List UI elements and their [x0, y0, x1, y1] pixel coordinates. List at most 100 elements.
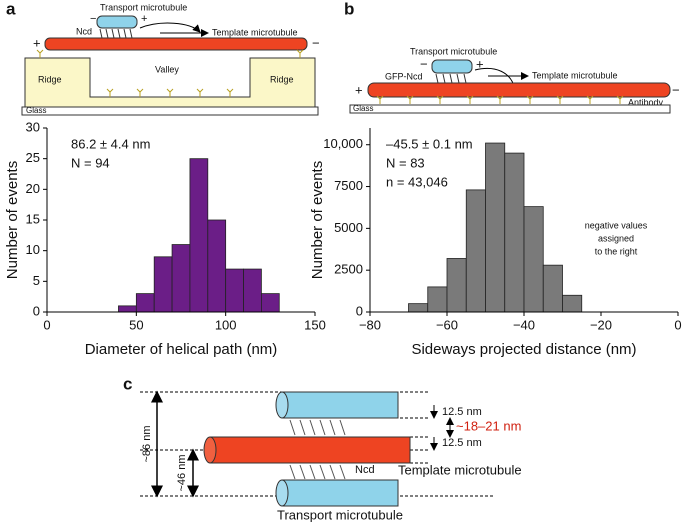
annotation: n = 43,046	[386, 174, 448, 189]
x-tick-label: −40	[513, 317, 535, 332]
bar	[243, 268, 262, 313]
label: ~86 nm	[141, 426, 153, 463]
bar	[260, 293, 280, 313]
annotation: N = 83	[386, 155, 425, 170]
x-axis-label: Sideways projected distance (nm)	[411, 341, 636, 358]
y-tick-label: 5	[33, 273, 40, 288]
label: Ridge	[38, 74, 62, 84]
ncd	[289, 419, 346, 480]
panel-label: b	[344, 0, 354, 18]
x-tick-label: 50	[129, 317, 143, 332]
x-tick-label: −60	[436, 317, 458, 332]
label: Transport microtubule	[410, 46, 497, 56]
label: Antibody	[628, 97, 664, 107]
ncd	[99, 28, 133, 39]
bar	[225, 268, 244, 313]
transport-microtubule	[281, 391, 399, 419]
label: Valley	[155, 64, 179, 74]
sign: +	[355, 82, 363, 97]
bar	[135, 293, 155, 313]
ncd	[435, 73, 467, 84]
label: ~18–21 nm	[456, 418, 521, 433]
y-tick-label: 20	[26, 181, 40, 196]
x-tick-label: 0	[43, 317, 50, 332]
label: Glass	[353, 104, 373, 113]
glass	[349, 104, 671, 114]
diagram-b: Transport microtubule − + GFP-Ncd Templa…	[349, 46, 680, 114]
note: negative values	[585, 220, 648, 230]
y-tick-label: 25	[26, 150, 40, 165]
bar	[189, 158, 209, 313]
arrow	[139, 22, 201, 33]
label: Transport microtubule	[277, 507, 403, 522]
antibody	[376, 95, 624, 104]
glass	[21, 106, 319, 116]
bar	[118, 305, 137, 313]
x-tick-label: 0	[674, 317, 681, 332]
template-microtubule	[44, 37, 308, 51]
x-tick-label: −20	[590, 317, 612, 332]
y-tick-label: 30	[26, 119, 40, 134]
y-axis-label: Number of events	[309, 161, 326, 279]
x-tick-label: 100	[215, 317, 237, 332]
sign: −	[420, 56, 428, 71]
cap	[275, 391, 289, 419]
label: Template microtubule	[398, 462, 522, 477]
panel-label: a	[6, 0, 16, 18]
x-axis-label: Diameter of helical path (nm)	[85, 341, 278, 358]
template-microtubule	[209, 436, 411, 464]
label: Ncd	[355, 464, 375, 476]
note: assigned	[598, 233, 634, 243]
label: Template microtubule	[212, 27, 298, 37]
bar	[408, 303, 429, 313]
diagram-c: ~86 nm ~46 nm 12.5 nm ~18–21 nm 12.5 nm …	[140, 390, 522, 522]
y-tick-label: 0	[356, 303, 363, 318]
bar	[465, 189, 486, 313]
label: Glass	[26, 106, 46, 115]
y-tick-label: 2500	[334, 262, 363, 277]
annotation: 86.2 ± 4.4 nm	[71, 136, 150, 151]
bar	[485, 142, 506, 313]
y-axis-label: Number of events	[4, 161, 21, 279]
bar	[523, 206, 544, 313]
label: GFP-Ncd	[385, 71, 423, 81]
label: Template microtubule	[532, 70, 618, 80]
sign: +	[141, 13, 147, 25]
note: to the right	[595, 246, 638, 256]
y-tick-label: 10,000	[323, 136, 363, 151]
label: 12.5 nm	[442, 406, 482, 418]
x-tick-label: 150	[304, 317, 326, 332]
label: Ncd	[76, 26, 92, 36]
bar	[427, 286, 448, 313]
transport-microtubule	[96, 15, 138, 29]
y-tick-label: 5000	[334, 220, 363, 235]
y-tick-label: 15	[26, 211, 40, 226]
antibody	[36, 49, 304, 97]
label: 12.5 nm	[442, 437, 482, 449]
sign: −	[90, 13, 96, 25]
sign: +	[33, 35, 41, 50]
transport-microtubule	[281, 479, 399, 507]
annotation: N = 94	[71, 155, 110, 170]
label: Ridge	[270, 74, 294, 84]
sign: +	[476, 56, 484, 71]
x-tick-label: −80	[359, 317, 381, 332]
bar	[207, 219, 227, 313]
bar	[153, 256, 173, 313]
transport-microtubule	[431, 59, 473, 74]
bar	[171, 244, 191, 313]
cap	[275, 479, 289, 507]
bar	[562, 294, 583, 313]
sign: −	[312, 35, 320, 50]
diagram-a: Transport microtubule − + Ncd + − Templa…	[21, 2, 320, 116]
panel-label: c	[123, 374, 132, 393]
y-tick-label: 10	[26, 242, 40, 257]
sign: −	[672, 82, 680, 97]
cap	[203, 436, 217, 464]
template-microtubule	[367, 82, 671, 98]
label: ~46 nm	[176, 455, 188, 492]
annotation: –45.5 ± 0.1 nm	[386, 136, 473, 151]
bar	[446, 258, 467, 313]
y-tick-label: 7500	[334, 178, 363, 193]
